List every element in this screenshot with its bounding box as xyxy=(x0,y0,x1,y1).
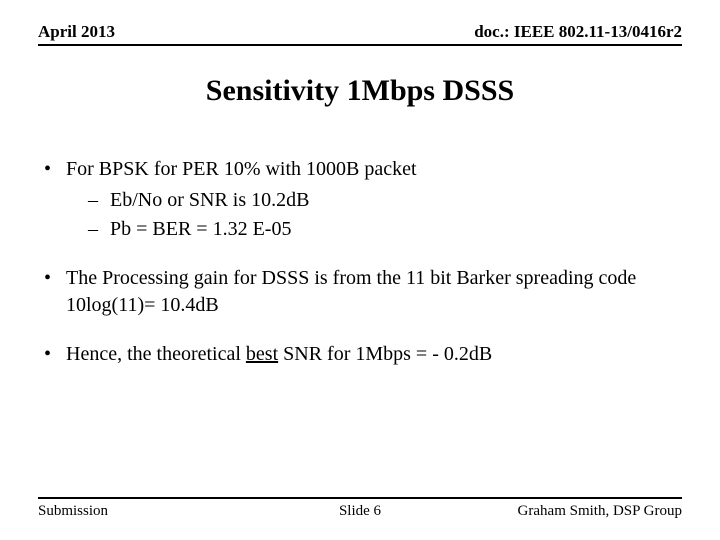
slide-title: Sensitivity 1Mbps DSSS xyxy=(38,74,682,108)
sub-bullet-item: Pb = BER = 1.32 E-05 xyxy=(88,216,682,243)
bullet-text: The Processing gain for DSSS is from the… xyxy=(66,265,682,292)
footer-bar: Submission Slide 6 Graham Smith, DSP Gro… xyxy=(38,497,682,520)
bullet-text-post: SNR for 1Mbps = - 0.2dB xyxy=(278,343,492,365)
footer-author: Graham Smith, DSP Group xyxy=(518,503,682,520)
bullet-item: Hence, the theoretical best SNR for 1Mbp… xyxy=(38,341,682,368)
footer-left: Submission xyxy=(38,503,108,520)
sub-bullet-item: Eb/No or SNR is 10.2dB xyxy=(88,187,682,214)
bullet-list: For BPSK for PER 10% with 1000B packet E… xyxy=(38,156,682,368)
sub-bullet-text: Eb/No or SNR is 10.2dB xyxy=(110,189,309,211)
header-doc-id: doc.: IEEE 802.11-13/0416r2 xyxy=(474,22,682,42)
footer-slide-number: Slide 6 xyxy=(339,503,381,520)
header-bar: April 2013 doc.: IEEE 802.11-13/0416r2 xyxy=(38,22,682,46)
bullet-item: The Processing gain for DSSS is from the… xyxy=(38,265,682,319)
content-area: For BPSK for PER 10% with 1000B packet E… xyxy=(38,156,682,368)
sub-bullet-list: Eb/No or SNR is 10.2dB Pb = BER = 1.32 E… xyxy=(66,187,682,243)
bullet-text: 10log(11)= 10.4dB xyxy=(66,292,682,319)
slide-page: April 2013 doc.: IEEE 802.11-13/0416r2 S… xyxy=(0,0,720,540)
bullet-text: For BPSK for PER 10% with 1000B packet xyxy=(66,158,417,180)
bullet-text-pre: Hence, the theoretical xyxy=(66,343,246,365)
header-date: April 2013 xyxy=(38,22,115,42)
bullet-text-underline: best xyxy=(246,343,278,365)
sub-bullet-text: Pb = BER = 1.32 E-05 xyxy=(110,218,291,240)
bullet-item: For BPSK for PER 10% with 1000B packet E… xyxy=(38,156,682,243)
